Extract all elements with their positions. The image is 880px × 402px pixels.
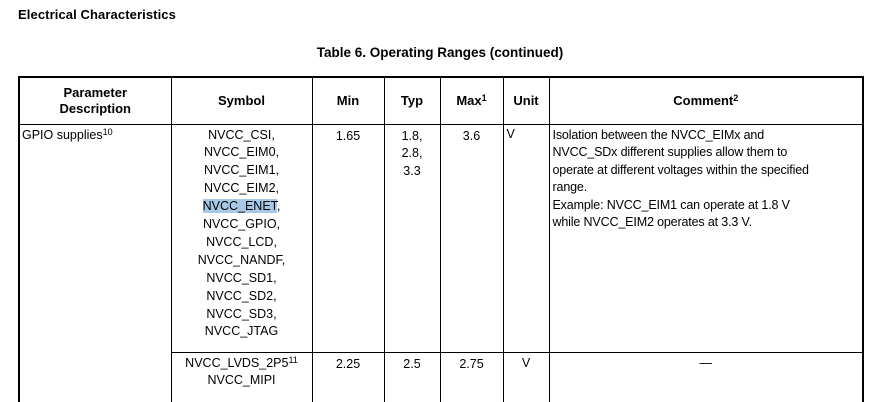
cell-symbol-list: NVCC_CSI, NVCC_EIM0, NVCC_EIM1, NVCC_EIM2, N… [170,123,313,353]
cell-line: 1.8, [385,128,439,146]
cell-text: range. [552,180,588,194]
cell-text: NVCC_EIM0, [203,145,280,160]
cell-text: NVCC_MIPI [207,373,276,388]
parameter-footnote: 10 [102,126,113,137]
cell-line: Isolation between the NVCC_EIMx and [553,127,861,145]
cell-comment: — [548,351,864,402]
cell-line: NVCC_EIM2, [172,180,311,198]
section-heading: Electrical Characteristics [18,7,176,22]
cell-text: operate at different voltages within the… [552,162,809,177]
cell-text: NVCC_GPIO, [202,217,281,232]
cell-min: 1.65 [311,123,385,353]
cell-line: 2.8, [385,145,439,163]
cell-line: NVCC_SDx different supplies allow them t… [553,144,861,162]
cell-text: Example: NVCC_EIM1 can operate at 1.8 V [552,197,790,212]
header-comment-footnote: 2 [733,93,739,104]
cell-min: 2.25 [311,351,385,402]
cell-line: NVCC_SD2, [172,288,311,306]
table-header-row: Parameter Description Symbol Min Typ Max… [18,76,864,125]
parameter-label: GPIO supplies [22,127,103,142]
cell-line: NVCC_LVDS_2P511 [172,354,311,373]
cell-typ: 2.5 [383,351,441,402]
table-row-lvds-mipi: NVCC_LVDS_2P511 NVCC_MIPI 2.25 2.5 2.75 V… [19,351,864,402]
cell-text: while NVCC_EIM2 operates at 3.3 V. [552,215,753,229]
header-parameter-description: Parameter Description [18,76,172,125]
cell-text: NVCC_NANDF, [197,252,286,267]
cell-text: NVCC_SDx different supplies allow them t… [552,145,788,159]
cell-line: NVCC_JTAG [172,323,311,341]
header-unit-label: Unit [513,93,539,109]
cell-line: 3.3 [385,163,439,181]
cell-symbol-list: NVCC_LVDS_2P511 NVCC_MIPI [170,351,313,402]
cell-unit: V [502,351,550,402]
cell-line: NVCC_MIPI [172,372,311,390]
cell-line: range. [553,179,861,197]
cell-line: NVCC_CSI, [172,127,311,145]
cell-text: 2.5 [403,356,421,371]
cell-line: NVCC_NANDF, [172,252,311,270]
cell-line: while NVCC_EIM2 operates at 3.3 V. [553,214,861,232]
cell-line: operate at different voltages within the… [553,162,861,180]
cell-text: NVCC_JTAG [204,324,279,339]
header-max: Max1 [439,76,504,125]
operating-ranges-table: Parameter Description Symbol Min Typ Max… [18,76,864,402]
table-row-gpio-supplies: GPIO supplies10 NVCC_CSI, NVCC_EIM0, NVCC_… [18,123,864,402]
header-typ-label: Typ [400,93,424,109]
header-min-label: Min [336,93,360,109]
cell-text: NVCC_SD3, [206,306,277,321]
header-min: Min [311,76,385,125]
table-title: Table 6. Operating Ranges (continued) [316,45,564,60]
cell-typ: 1.8, 2.8, 3.3 [383,123,441,353]
cell-text: NVCC_LVDS_2P5 [185,355,289,370]
header-typ: Typ [383,76,441,125]
cell-text: NVCC_LCD, [206,234,277,249]
header-comment: Comment2 [548,76,864,125]
cell-line: NVCC_ENET, [202,199,281,214]
cell-text: NVCC_EIM2, [203,181,280,196]
cell-line: NVCC_GPIO, [172,216,311,234]
cell-line: NVCC_SD3, [172,306,311,324]
cell-text: 3.3 [403,164,421,179]
cell-text: Isolation between the NVCC_EIMx and [552,127,765,142]
cell-line: NVCC_LCD, [172,234,311,252]
cell-line: NVCC_EIM1, [172,162,311,180]
cell-max: 3.6 [439,123,504,353]
cell-line: — [550,355,862,370]
cell-max: 2.75 [439,351,504,402]
cell-line: 2.5 [385,356,439,374]
cell-text: NVCC_SD2, [206,288,277,303]
cell-parameter-description: GPIO supplies10 [18,123,172,402]
footnote-ref: 11 [288,354,298,365]
cell-line: NVCC_SD1, [172,270,311,288]
header-symbol-label: Symbol [218,93,265,109]
header-max-label: Max [456,93,482,109]
header-max-footnote: 1 [481,93,487,104]
cell-unit: V [502,123,550,353]
cell-text: NVCC_EIM1, [203,163,280,178]
cell-text: NVCC_SD1, [206,270,277,285]
selected-text[interactable]: NVCC_ENET [202,199,277,214]
header-parameter-label: Parameter Description [59,84,131,116]
cell-text: NVCC_CSI, [208,127,275,142]
cell-line: NVCC_EIM0, [172,144,311,162]
cell-text: 1.8, [401,128,423,143]
header-symbol: Symbol [170,76,313,125]
cell-line: Example: NVCC_EIM1 can operate at 1.8 V [553,197,861,215]
cell-text: 2.8, [401,146,423,161]
header-comment-label: Comment [673,93,734,109]
header-unit: Unit [502,76,550,125]
cell-text: — [699,355,713,370]
cell-comment: Isolation between the NVCC_EIMx and NVCC_… [548,123,864,353]
